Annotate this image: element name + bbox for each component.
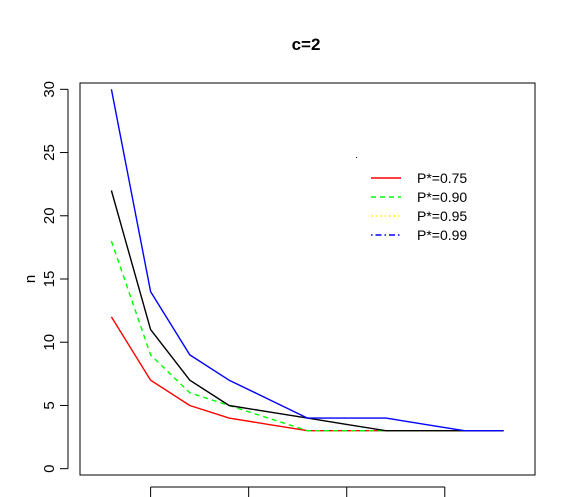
legend-marker-dot: [356, 157, 357, 158]
y-tick-label: 15: [41, 271, 58, 288]
y-tick-label: 25: [41, 144, 58, 161]
y-tick-label: 20: [41, 207, 58, 224]
legend-label: P*=0.90: [417, 189, 467, 205]
legend-label: P*=0.99: [417, 227, 467, 243]
plot-area-frame: [79, 82, 536, 476]
legend: P*=0.75 P*=0.90 P*=0.95 P*=0.99: [356, 157, 467, 243]
y-tick-label: 0: [41, 465, 58, 473]
series-line-1: [110, 240, 504, 432]
chart-title: c=2: [292, 35, 321, 54]
y-tick-label: 10: [41, 334, 58, 351]
y-axis: 0 5 10 15 20 25 30: [41, 81, 69, 473]
y-tick-label: 5: [41, 401, 58, 409]
legend-label: P*=0.95: [417, 208, 467, 224]
legend-label: P*=0.75: [417, 170, 467, 186]
x-axis: [150, 486, 446, 497]
y-tick-label: 30: [41, 81, 58, 98]
y-axis-label: n: [22, 275, 39, 283]
series-group: [110, 89, 504, 432]
